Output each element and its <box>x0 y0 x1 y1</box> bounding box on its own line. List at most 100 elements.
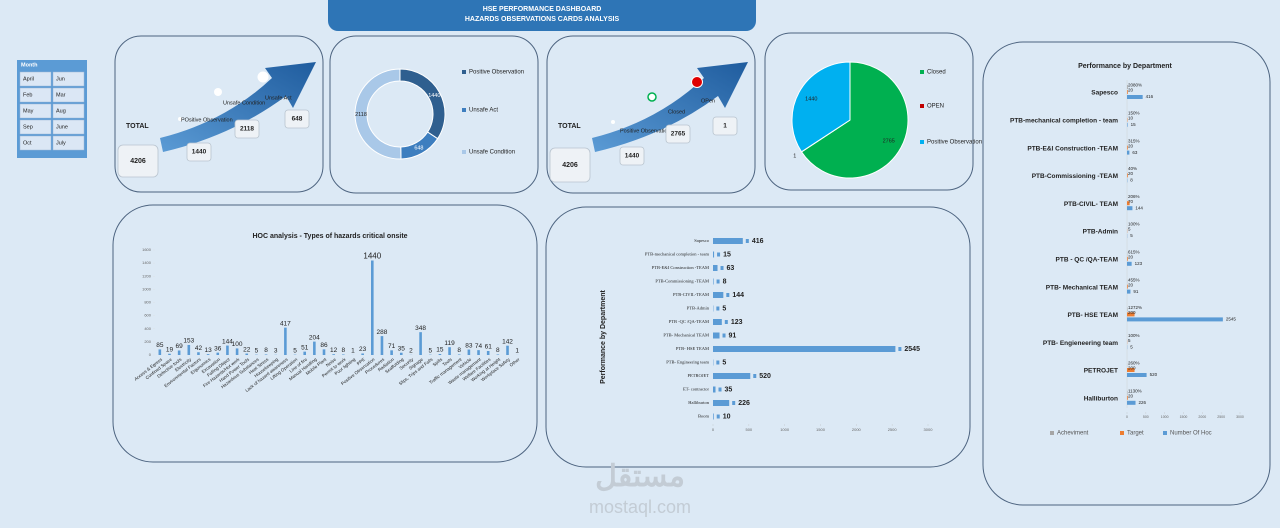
slicer-item-label: Jun <box>56 76 65 82</box>
data-label: 8 <box>457 347 461 354</box>
kpi-label: OPen <box>701 98 715 104</box>
x-tick-label: 3000 <box>1236 415 1244 419</box>
data-label: 144 <box>1135 205 1143 210</box>
y-tick-label: PTB-mechanical completion - team <box>645 252 710 257</box>
y-tick-label: 0 <box>149 352 152 357</box>
data-label: 19 <box>166 346 174 353</box>
data-label: 2118 <box>355 112 367 118</box>
x-tick-label: 2000 <box>1198 415 1206 419</box>
data-label: 226 <box>1139 400 1147 405</box>
bar <box>467 349 471 355</box>
x-tick-label: 0 <box>712 427 715 432</box>
kpi-label: Unsafe Condition <box>223 100 265 106</box>
data-label: 5 <box>1130 233 1133 238</box>
bar <box>342 354 345 355</box>
y-tick-label: PETROJET <box>1084 368 1118 375</box>
data-label: 35 <box>398 345 406 352</box>
bar <box>1127 368 1135 372</box>
bar <box>1127 150 1130 155</box>
bar <box>1127 289 1131 294</box>
bar <box>713 319 722 325</box>
data-label: 85 <box>156 342 164 349</box>
bar <box>322 349 326 355</box>
kpi-value: 2765 <box>671 131 686 138</box>
bar <box>713 251 715 258</box>
y-tick-label: 1600 <box>142 247 152 252</box>
x-tick-label: 500 <box>745 427 752 432</box>
bar <box>1127 90 1128 94</box>
data-label: 91 <box>729 332 737 339</box>
slicer-item-label: Aug <box>56 108 66 114</box>
data-label: 71 <box>388 343 396 350</box>
legend-swatch <box>1050 431 1054 435</box>
bar <box>1127 256 1128 261</box>
data-label: 20 <box>1128 254 1134 259</box>
slicer-item <box>52 71 85 87</box>
bar <box>1127 312 1135 317</box>
bar <box>713 346 896 352</box>
bar <box>264 354 268 355</box>
y-tick-label: PTB-Admin <box>687 306 710 311</box>
bar <box>226 345 229 355</box>
legend-label: Unsafe Act <box>469 108 498 114</box>
label-marker <box>898 347 902 351</box>
bar <box>1127 173 1128 178</box>
bar <box>158 349 162 355</box>
bar <box>313 341 316 355</box>
bar <box>477 350 480 355</box>
data-label: 8 <box>1130 178 1133 183</box>
data-label: 416 <box>1146 94 1154 99</box>
slicer-item-label: May <box>23 108 34 114</box>
bar <box>457 354 461 355</box>
kpi-box <box>619 146 645 166</box>
bar <box>371 260 374 355</box>
bar <box>419 332 422 355</box>
slicer-item <box>19 71 52 87</box>
kpi-box <box>549 147 591 183</box>
data-label: 74 <box>475 343 483 350</box>
data-label: 8 <box>264 347 268 354</box>
data-label: 35 <box>725 386 733 393</box>
data-label: 2545 <box>1226 317 1237 322</box>
data-label: 226 <box>738 400 750 407</box>
y-tick-label: PTB - QC /QA-TEAM <box>1056 257 1118 264</box>
bar <box>235 348 239 355</box>
x-tick-label: Noise <box>325 356 338 367</box>
bar <box>197 352 200 355</box>
legend-label: Closed <box>927 70 946 76</box>
label-marker <box>722 333 726 338</box>
label-marker <box>716 360 720 365</box>
bar <box>713 373 751 379</box>
y-tick-label: PTB- Mechanical TEAM <box>663 333 709 338</box>
bar <box>390 350 393 355</box>
bar <box>713 386 716 393</box>
data-label: 123 <box>731 319 743 326</box>
y-tick-label: PTB-mechanical completion - team <box>1010 118 1118 125</box>
kpi-box <box>284 109 310 129</box>
slicer-item-label: Mar <box>56 92 66 98</box>
y-tick-label: 1400 <box>142 260 152 265</box>
y-tick-label: ET- contractor <box>683 387 709 392</box>
y-tick-label: PTB-Admin <box>1083 229 1118 236</box>
data-label: 315% <box>1128 138 1140 143</box>
segment <box>800 61 909 179</box>
legend-swatch <box>920 140 924 144</box>
bar <box>1127 201 1130 206</box>
kpi-box <box>665 124 691 144</box>
data-label: 1130% <box>1128 388 1142 393</box>
y-tick-label: 1200 <box>142 273 152 278</box>
data-label: 1440 <box>363 252 381 261</box>
data-label: 20 <box>1128 88 1134 93</box>
data-label: 83 <box>465 342 473 349</box>
y-tick-label: PTB -QC /QA-TEAM <box>669 319 709 324</box>
kpi-label: POsitive Observation <box>181 117 233 123</box>
legend-swatch <box>1163 431 1167 435</box>
slicer-item <box>19 87 52 103</box>
data-label: 2 <box>409 348 413 355</box>
kpi-box <box>712 116 738 136</box>
data-label: 69 <box>176 343 184 350</box>
bar <box>713 400 730 406</box>
data-label: 144 <box>732 292 744 299</box>
x-tick-label: Other <box>509 356 521 367</box>
bar <box>713 278 714 285</box>
